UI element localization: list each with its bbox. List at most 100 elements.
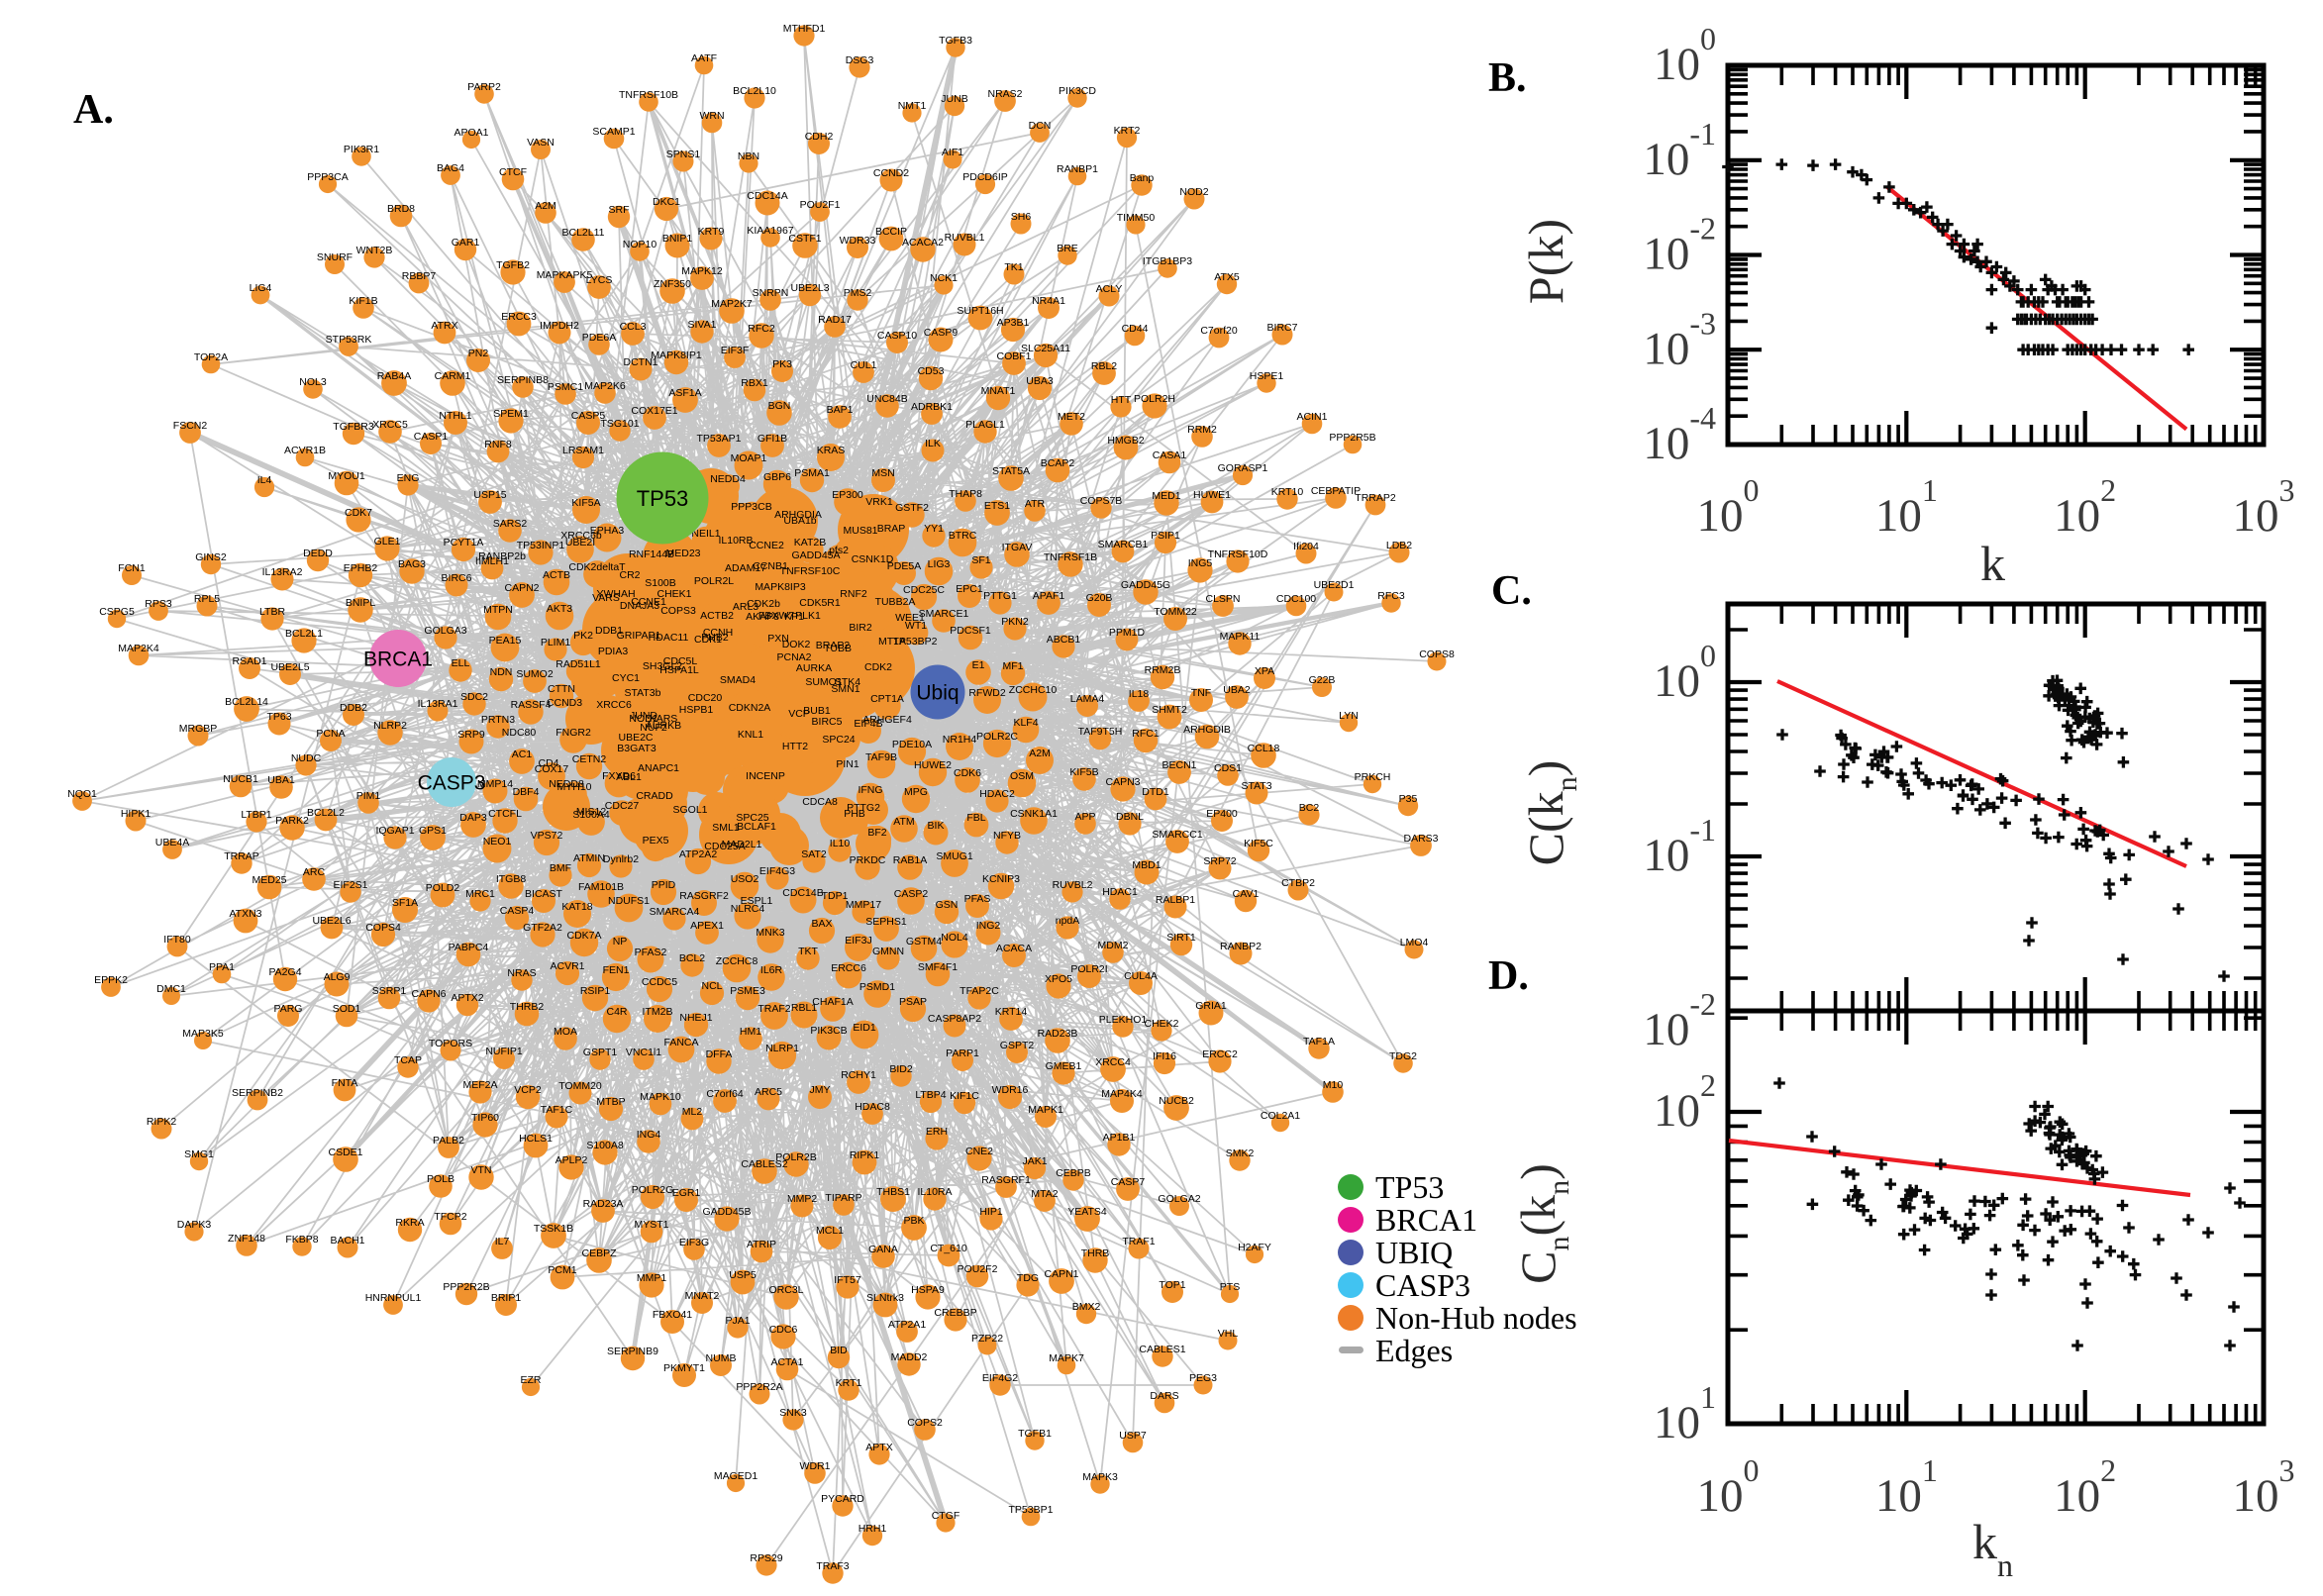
svg-text:SUMO1: SUMO1 (805, 676, 843, 688)
svg-text:TRAF3: TRAF3 (816, 1560, 849, 1572)
svg-text:EP400: EP400 (1206, 808, 1238, 820)
svg-text:CD53: CD53 (918, 365, 945, 377)
svg-text:GSPT2: GSPT2 (1000, 1040, 1035, 1051)
svg-text:PLAGL1: PLAGL1 (965, 419, 1005, 431)
svg-text:NEDD4: NEDD4 (710, 473, 746, 485)
svg-text:BRCA1: BRCA1 (363, 648, 433, 671)
svg-text:MED1: MED1 (1152, 490, 1180, 502)
svg-text:CTBP2: CTBP2 (1281, 877, 1315, 889)
svg-text:CASP1: CASP1 (414, 431, 449, 443)
svg-text:COPS3: COPS3 (660, 605, 696, 617)
svg-text:APLP2: APLP2 (556, 1154, 588, 1166)
svg-text:DDB1: DDB1 (595, 625, 623, 637)
svg-text:XPO5: XPO5 (1045, 973, 1072, 985)
svg-text:PPP3CB: PPP3CB (731, 501, 771, 513)
svg-text:EPPK2: EPPK2 (94, 974, 128, 986)
svg-text:LMO4: LMO4 (1400, 937, 1429, 948)
svg-text:STAT5A: STAT5A (992, 465, 1030, 477)
svg-text:MTA2: MTA2 (1031, 1188, 1058, 1200)
svg-text:CEBPB: CEBPB (1056, 1167, 1091, 1179)
svg-text:BF2: BF2 (867, 827, 886, 839)
svg-text:ATM: ATM (893, 816, 914, 828)
svg-text:CABLES1: CABLES1 (1139, 1344, 1185, 1355)
svg-text:GADD45A: GADD45A (791, 549, 840, 561)
svg-text:MYOU1: MYOU1 (328, 470, 365, 482)
svg-text:PXN: PXN (767, 633, 789, 645)
svg-text:BID: BID (830, 1345, 848, 1356)
svg-text:MAPK7: MAPK7 (1049, 1352, 1084, 1364)
svg-text:MAP3K5: MAP3K5 (182, 1028, 224, 1040)
svg-text:E1: E1 (972, 659, 985, 671)
svg-text:RNF144B: RNF144B (629, 549, 674, 560)
svg-text:CDS1: CDS1 (1214, 762, 1242, 774)
svg-text:GMNN: GMNN (872, 946, 904, 957)
svg-text:CAV1: CAV1 (1233, 888, 1260, 900)
svg-text:ARHGDIA: ARHGDIA (774, 509, 822, 521)
svg-text:GBP6: GBP6 (763, 471, 791, 483)
svg-text:MAP4K4: MAP4K4 (1101, 1088, 1143, 1100)
svg-text:ING2: ING2 (976, 920, 1001, 932)
svg-text:TOMM22: TOMM22 (1154, 606, 1197, 618)
svg-text:FBXO41: FBXO41 (653, 1309, 692, 1321)
svg-text:MAPK8IP1: MAPK8IP1 (651, 349, 702, 361)
svg-text:XRCC6: XRCC6 (596, 699, 632, 711)
svg-text:WEE1: WEE1 (895, 612, 925, 624)
svg-text:CUL1: CUL1 (851, 359, 877, 371)
svg-text:PHB2: PHB2 (701, 632, 729, 644)
svg-text:PLK1: PLK1 (795, 610, 821, 622)
svg-text:CDCA8: CDCA8 (802, 796, 838, 808)
svg-text:MOA: MOA (554, 1026, 577, 1038)
svg-text:BTRC: BTRC (949, 530, 977, 542)
svg-text:TUBB: TUBB (824, 643, 852, 654)
svg-text:B.: B. (1488, 55, 1527, 101)
svg-text:USP7: USP7 (1119, 1430, 1147, 1442)
svg-text:ESPL1: ESPL1 (741, 895, 773, 907)
svg-text:RANBP2: RANBP2 (1220, 941, 1262, 952)
svg-text:TOMM20: TOMM20 (558, 1080, 602, 1092)
svg-text:CSPG5: CSPG5 (99, 606, 135, 618)
svg-text:CASA1: CASA1 (1153, 449, 1187, 461)
svg-text:TAF9T5H: TAF9T5H (1078, 726, 1123, 738)
svg-text:UBE2L6: UBE2L6 (312, 915, 351, 927)
svg-text:YEATS4: YEATS4 (1067, 1206, 1107, 1218)
svg-text:PDIA3: PDIA3 (598, 646, 629, 657)
svg-text:DCTN1: DCTN1 (623, 356, 657, 368)
svg-text:IL10RB: IL10RB (718, 535, 753, 547)
svg-text:NUDC: NUDC (291, 752, 322, 764)
svg-text:MNK3: MNK3 (756, 927, 784, 939)
svg-text:NLRC4: NLRC4 (731, 903, 765, 915)
svg-text:SH3GL2: SH3GL2 (643, 660, 682, 672)
svg-text:PDCD6IP: PDCD6IP (962, 171, 1008, 183)
svg-text:MSN: MSN (871, 467, 894, 479)
svg-text:GSPT1: GSPT1 (583, 1047, 618, 1058)
svg-text:SERPINB9: SERPINB9 (607, 1346, 658, 1357)
svg-text:MAP2K6: MAP2K6 (584, 380, 626, 392)
svg-text:WNT2B: WNT2B (356, 245, 393, 256)
svg-text:NUF2: NUF2 (640, 722, 667, 734)
svg-text:PN2: PN2 (468, 348, 489, 359)
svg-text:SSRP1: SSRP1 (372, 985, 407, 997)
svg-text:PPP2R2B: PPP2R2B (443, 1281, 489, 1293)
svg-text:RASGRF1: RASGRF1 (981, 1174, 1031, 1186)
svg-text:THBS1: THBS1 (876, 1186, 910, 1198)
svg-text:RAD17: RAD17 (818, 314, 852, 326)
svg-text:ZCCHC8: ZCCHC8 (716, 955, 758, 967)
svg-text:HDAC8: HDAC8 (855, 1101, 890, 1113)
svg-text:STAT3: STAT3 (1241, 780, 1271, 792)
svg-text:JAK1: JAK1 (1022, 1155, 1047, 1167)
svg-text:CASP10: CASP10 (877, 330, 917, 342)
svg-text:BUB1: BUB1 (803, 705, 831, 717)
svg-text:RBX1: RBX1 (741, 377, 768, 389)
svg-text:RAD51L1: RAD51L1 (556, 658, 601, 670)
svg-text:S100A4: S100A4 (572, 809, 610, 821)
svg-text:CPT1A: CPT1A (870, 693, 904, 705)
svg-text:PARG: PARG (274, 1003, 303, 1015)
svg-text:PKN2: PKN2 (1001, 616, 1029, 628)
svg-text:NCL: NCL (701, 980, 722, 992)
svg-text:AURKA: AURKA (796, 662, 832, 674)
svg-text:KARS: KARS (650, 713, 678, 725)
svg-text:WT1: WT1 (905, 620, 927, 632)
svg-text:TP63: TP63 (266, 711, 291, 723)
svg-text:ACLY: ACLY (1096, 283, 1123, 295)
svg-text:TGFB1: TGFB1 (1018, 1428, 1052, 1440)
